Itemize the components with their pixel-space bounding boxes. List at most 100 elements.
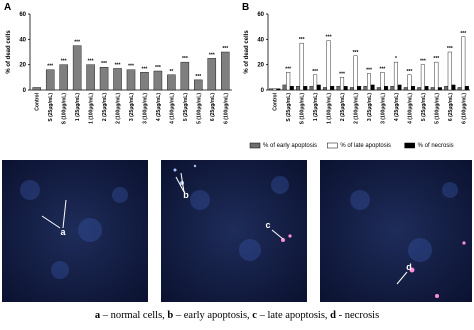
bar xyxy=(420,64,425,91)
bar xyxy=(45,69,55,91)
significance-label: *** xyxy=(353,50,359,56)
significance-label: *** xyxy=(182,56,188,62)
bar xyxy=(286,72,291,91)
x-tick-label: Control xyxy=(35,92,41,110)
y-tick-label: 20 xyxy=(257,63,264,69)
caption: a – normal cells, b – early apoptosis, c… xyxy=(0,310,474,321)
significance-label: *** xyxy=(222,46,228,52)
bar xyxy=(153,70,163,91)
bar xyxy=(309,85,314,91)
x-tick-label: S (25μg/mL) xyxy=(48,93,54,122)
bar xyxy=(59,64,68,91)
bar xyxy=(32,87,41,91)
x-tick-label: 6 (25μg/mL) xyxy=(448,93,454,121)
panel-label: B xyxy=(242,2,249,13)
bar xyxy=(221,51,230,91)
bar xyxy=(376,87,381,91)
significance-label: * xyxy=(395,56,397,62)
legend-label: % of late apoptosis xyxy=(340,143,391,149)
bar xyxy=(349,87,354,91)
y-tick-label: 60 xyxy=(19,12,26,18)
significance-label: *** xyxy=(195,74,201,80)
significance-label: *** xyxy=(380,66,386,72)
x-tick-label: 4 (25μg/mL) xyxy=(156,93,162,121)
bar xyxy=(336,85,341,91)
caption-text: - necrosis xyxy=(336,310,380,321)
bar xyxy=(276,88,281,91)
bar xyxy=(393,61,398,91)
bar xyxy=(113,68,122,91)
bar xyxy=(167,74,176,91)
image-label: b xyxy=(183,190,189,200)
x-tick-label: S (25μg/mL) xyxy=(286,93,292,122)
bar xyxy=(180,61,190,91)
bar xyxy=(282,84,287,91)
bar xyxy=(72,45,82,91)
x-tick-label: 2 (25μg/mL) xyxy=(340,93,346,121)
significance-label: *** xyxy=(312,69,318,75)
x-tick-label: S (100μg/mL) xyxy=(300,93,306,125)
legend-swatch xyxy=(404,142,415,149)
caption-text: – late apoptosis, xyxy=(256,310,331,321)
significance-label: *** xyxy=(326,35,332,41)
significance-label: *** xyxy=(339,71,345,77)
x-tick-label: 4 (100μg/mL) xyxy=(169,93,175,124)
micrograph xyxy=(161,160,307,302)
bar xyxy=(299,42,304,91)
bar xyxy=(207,58,217,91)
x-tick-label: 6 (25μg/mL) xyxy=(210,93,216,121)
y-tick-label: 40 xyxy=(19,37,26,43)
bar xyxy=(323,87,328,91)
y-axis-label: % of dead cells xyxy=(244,30,250,74)
x-tick-label: 3 (100μg/mL) xyxy=(142,93,148,124)
bar xyxy=(434,61,439,91)
x-tick-label: 2 (25μg/mL) xyxy=(102,93,108,121)
caption-key: a xyxy=(94,310,101,321)
bar xyxy=(326,40,331,91)
micrograph xyxy=(2,160,148,302)
bar xyxy=(303,85,308,91)
x-tick-label: 3 (100μg/mL) xyxy=(380,93,386,124)
x-tick-label: 3 (25μg/mL) xyxy=(129,93,135,121)
bar xyxy=(316,84,321,91)
bar xyxy=(296,85,301,91)
significance-label: *** xyxy=(406,69,412,75)
x-tick-label: 6 (100μg/mL) xyxy=(223,93,229,124)
bar xyxy=(424,85,429,91)
x-tick-label: 5 (100μg/mL) xyxy=(196,93,202,124)
image-label: a xyxy=(60,227,66,237)
x-tick-label: 3 (25μg/mL) xyxy=(367,93,373,121)
bar xyxy=(194,79,203,91)
image-label: d xyxy=(406,262,412,272)
bar xyxy=(367,73,371,91)
bar xyxy=(457,87,462,91)
bar xyxy=(353,55,358,91)
legend-swatch xyxy=(327,142,338,149)
y-tick-label: 20 xyxy=(19,63,26,69)
x-tick-label: 5 (25μg/mL) xyxy=(421,93,427,121)
x-tick-label: 4 (100μg/mL) xyxy=(407,93,413,124)
bar xyxy=(447,51,452,91)
significance-label: *** xyxy=(88,59,94,65)
caption-key: d xyxy=(330,310,337,321)
legend-label: % of necrosis xyxy=(418,143,454,149)
x-tick-label: 1 (100μg/mL) xyxy=(327,93,333,124)
bar xyxy=(403,87,408,91)
micrographs: a b c d xyxy=(2,160,472,302)
bar xyxy=(330,85,335,91)
caption-text: – normal cells, xyxy=(100,310,168,321)
x-tick-label: 5 (25μg/mL) xyxy=(183,93,189,121)
significance-label: *** xyxy=(420,59,426,65)
bar xyxy=(384,85,389,91)
bar xyxy=(380,72,385,91)
significance-label: *** xyxy=(447,46,453,52)
significance-label: *** xyxy=(460,31,466,37)
significance-label: *** xyxy=(74,40,80,46)
bar xyxy=(363,85,368,91)
x-tick-label: 1 (100μg/mL) xyxy=(89,93,95,124)
significance-label: *** xyxy=(128,64,134,70)
bar xyxy=(437,87,442,91)
panel-label: A xyxy=(4,2,11,13)
significance-label: *** xyxy=(433,56,439,62)
